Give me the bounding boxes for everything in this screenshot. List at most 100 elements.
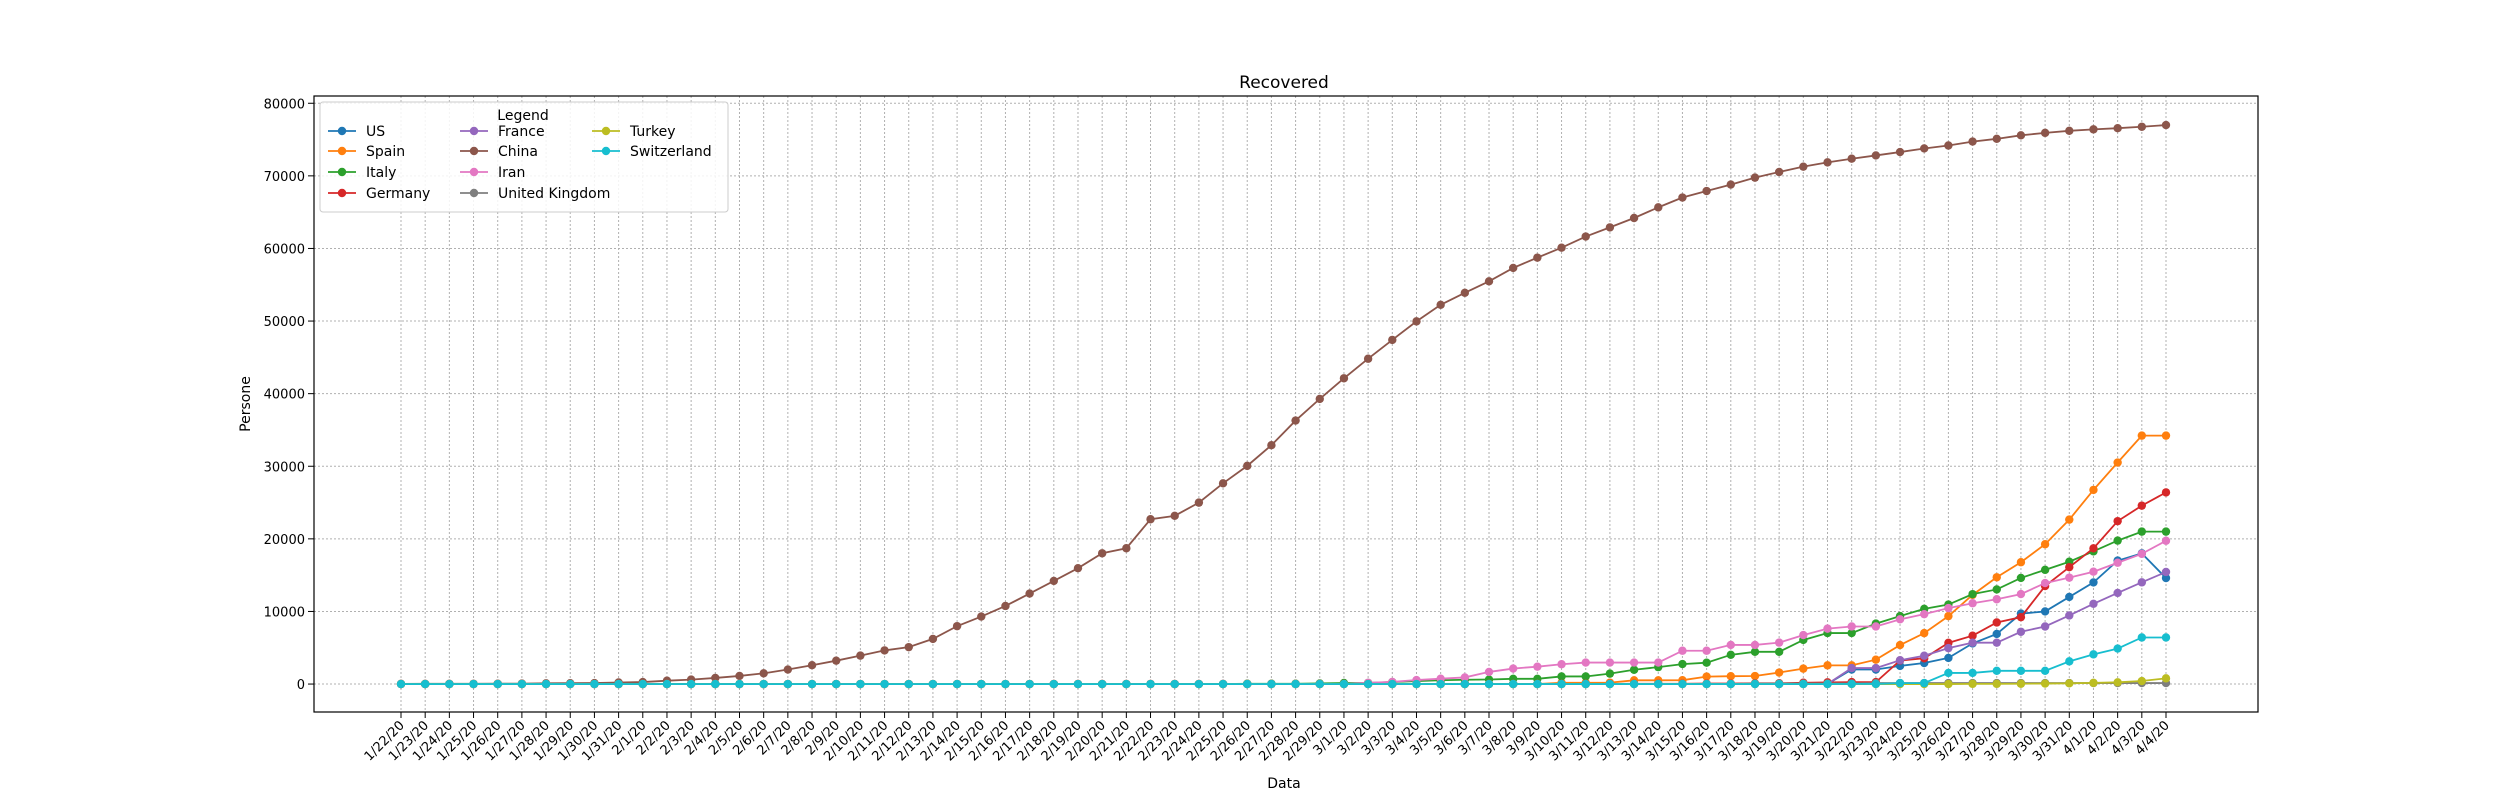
data-point (1267, 441, 1276, 450)
legend-swatch-marker (337, 188, 347, 198)
data-point (1339, 374, 1349, 383)
data-point (1823, 158, 1832, 167)
data-point (1799, 630, 1808, 640)
data-point (2161, 573, 2171, 583)
data-point (1726, 640, 1735, 650)
legend-item: Iran (460, 165, 525, 181)
data-point (1001, 679, 1010, 689)
data-point (832, 679, 841, 689)
data-point (1339, 679, 1349, 689)
y-axis: 0 10000 20000 30000 40000 50000 60000 70000 8000… (264, 97, 314, 693)
data-point (1944, 668, 1953, 678)
data-point (1557, 243, 1566, 252)
data-point (1533, 253, 1542, 262)
data-point (807, 679, 817, 689)
data-point (2161, 536, 2171, 545)
data-point (1992, 629, 2001, 639)
legend-item: Turkey (592, 124, 676, 140)
y-tick-label: 30000 (264, 460, 305, 475)
data-point (2040, 128, 2050, 138)
data-point (2016, 679, 2026, 688)
legend-item: United Kingdom (460, 186, 610, 202)
data-point (1799, 679, 1808, 689)
data-point (590, 679, 599, 689)
data-point (1944, 611, 1953, 621)
data-point (1702, 658, 1711, 667)
data-point (2040, 622, 2050, 631)
y-tick-label: 0 (297, 678, 305, 693)
data-point (1944, 653, 1953, 663)
data-point (1799, 664, 1808, 673)
data-point (1122, 679, 1131, 689)
data-point (1315, 679, 1324, 689)
y-tick-label: 10000 (264, 605, 305, 620)
y-tick-label: 50000 (264, 315, 305, 330)
legend: Legend US Spain Italy Germany France China Ira… (319, 101, 729, 213)
data-point (686, 679, 696, 689)
data-point (1605, 223, 1615, 232)
legend-item: US (328, 124, 385, 140)
data-point (1823, 624, 1832, 633)
data-point (1847, 154, 1856, 163)
data-point (1871, 622, 1881, 631)
series-italy (396, 527, 2171, 689)
data-point (1291, 416, 1300, 425)
data-point (880, 646, 889, 655)
series-germany (396, 488, 2171, 689)
data-point (1895, 640, 1905, 650)
data-point (1750, 671, 1760, 681)
data-point (2113, 678, 2122, 687)
data-point (1750, 647, 1760, 657)
data-point (1702, 186, 1711, 196)
data-point (1533, 662, 1542, 671)
data-point (783, 679, 793, 689)
chart-title: Recovered (1239, 73, 1329, 93)
data-point (2065, 573, 2074, 582)
legend-swatch-marker (337, 167, 347, 177)
data-point (1557, 679, 1566, 689)
data-point (711, 673, 720, 683)
data-point (759, 669, 768, 678)
series-switzerland (396, 633, 2171, 689)
data-point (2113, 536, 2122, 545)
data-point (445, 679, 454, 689)
data-point (1823, 679, 1832, 689)
data-point (1073, 563, 1083, 573)
data-point (1267, 679, 1276, 689)
data-point (2040, 540, 2050, 549)
data-point (1944, 141, 1953, 150)
legend-items: US Spain Italy Germany France China Iran United… (328, 124, 712, 202)
data-point (1605, 669, 1615, 678)
data-point (1774, 668, 1784, 677)
data-point (1992, 618, 2001, 627)
data-point (1968, 679, 1977, 689)
data-point (904, 642, 913, 652)
data-point (1218, 679, 1228, 689)
legend-label: Spain (366, 144, 405, 160)
legend-item: Switzerland (592, 144, 712, 160)
data-point (638, 679, 647, 689)
data-point (2065, 657, 2074, 666)
data-point (1920, 678, 1929, 688)
y-axis-title: Persone (238, 376, 254, 432)
data-point (952, 679, 962, 689)
data-point (2161, 488, 2171, 497)
data-point (2161, 633, 2171, 642)
data-point (2065, 126, 2074, 136)
data-point (1025, 679, 1034, 689)
data-point (2137, 431, 2147, 440)
legend-swatch-marker (469, 126, 479, 136)
series-line (401, 491, 2167, 685)
data-point (2040, 607, 2050, 616)
data-point (1847, 622, 1856, 631)
data-point (1388, 679, 1397, 689)
data-point (1484, 277, 1494, 286)
data-point (1605, 679, 1615, 689)
data-point (1097, 679, 1107, 689)
legend-item: China (460, 144, 538, 160)
data-point (1508, 263, 1518, 273)
data-point (1243, 679, 1252, 689)
data-point (2016, 627, 2026, 636)
data-point (1218, 479, 1228, 488)
